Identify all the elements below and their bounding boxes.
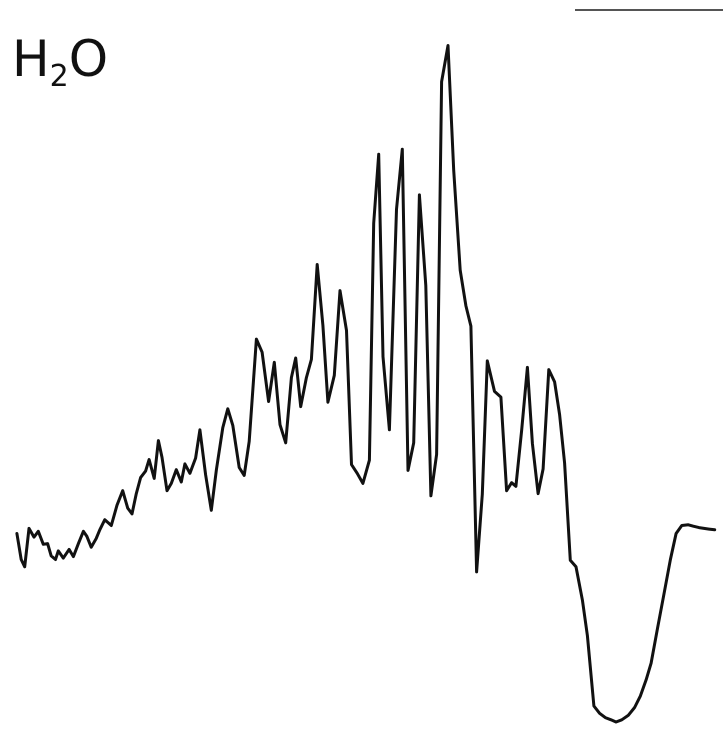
series-layer (15, 44, 717, 724)
chart-label: H2O (12, 34, 108, 92)
label-subscript: 2 (49, 59, 69, 94)
label-main: H (12, 30, 50, 88)
label-tail: O (68, 30, 109, 88)
series-line-0 (15, 44, 717, 724)
